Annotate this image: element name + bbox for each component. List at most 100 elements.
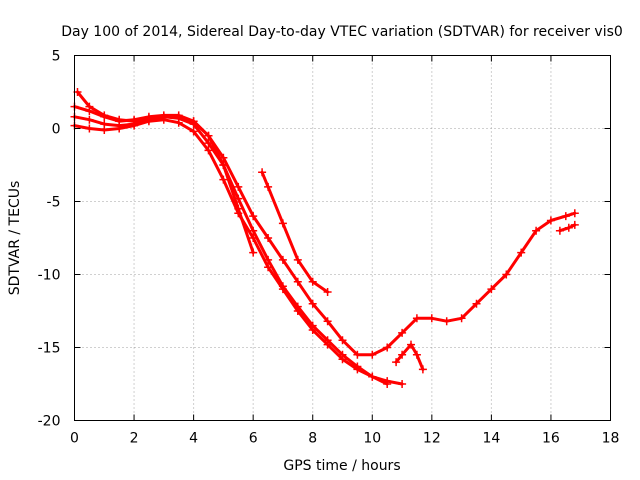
data-point — [368, 350, 377, 359]
data-point — [249, 234, 258, 242]
data-series — [70, 88, 579, 388]
data-point — [398, 380, 407, 388]
data-point — [204, 131, 213, 140]
data-point — [407, 340, 415, 349]
data-point — [249, 212, 258, 221]
data-point — [234, 182, 243, 191]
x-tick-labels: 0 2 4 6 8 10 12 14 16 18 — [70, 431, 619, 447]
x-tick-label: 6 — [249, 431, 258, 447]
x-tick-label: 2 — [130, 431, 139, 447]
series-track-5 — [258, 168, 332, 296]
data-point — [258, 168, 267, 177]
data-point — [219, 161, 228, 169]
x-tick-label: 4 — [189, 431, 198, 447]
data-point — [189, 127, 198, 136]
data-point — [412, 314, 421, 323]
data-point — [570, 220, 579, 229]
data-point — [189, 117, 198, 126]
data-point — [278, 255, 287, 264]
data-point — [427, 314, 436, 323]
y-tick-label: 0 — [52, 122, 61, 138]
data-point — [264, 263, 273, 272]
y-tick-labels: 5 0 -5 -10 -15 -20 — [38, 49, 61, 430]
data-point — [219, 175, 228, 184]
data-point — [204, 146, 213, 155]
series-line — [73, 115, 389, 386]
x-tick-label: 10 — [363, 431, 381, 447]
data-point — [234, 204, 243, 213]
data-point — [293, 255, 302, 264]
series-line — [73, 118, 404, 386]
data-point — [392, 358, 401, 367]
data-point — [398, 328, 407, 337]
chart-title: Day 100 of 2014, Sidereal Day-to-day VTE… — [61, 24, 623, 40]
data-point — [293, 307, 302, 315]
series-line — [260, 170, 330, 294]
data-point — [487, 285, 496, 294]
x-tick-label: 12 — [423, 431, 441, 447]
y-tick-label: -10 — [38, 268, 61, 284]
data-point — [368, 372, 377, 381]
data-point — [561, 212, 570, 221]
data-point — [532, 226, 541, 235]
axis-ticks — [74, 55, 611, 421]
data-point — [472, 299, 481, 308]
data-point — [517, 248, 526, 257]
data-point — [323, 340, 332, 349]
x-tick-label: 18 — [602, 431, 620, 447]
data-point — [546, 216, 555, 225]
data-point — [412, 350, 421, 359]
data-point — [115, 115, 124, 124]
x-tick-label: 14 — [482, 431, 500, 447]
data-point — [564, 223, 573, 232]
data-point — [457, 314, 466, 323]
x-tick-label: 16 — [542, 431, 560, 447]
data-point — [353, 365, 362, 374]
data-point — [249, 248, 258, 257]
data-point — [85, 115, 94, 124]
x-tick-label: 0 — [70, 431, 79, 447]
y-tick-label: -15 — [38, 341, 61, 357]
data-point — [383, 377, 392, 386]
series-track-2 — [70, 112, 392, 388]
grid-lines — [74, 55, 611, 421]
x-tick-label: 8 — [308, 431, 317, 447]
data-point — [338, 355, 347, 364]
data-point — [418, 365, 427, 374]
data-point — [338, 336, 347, 345]
data-point — [85, 102, 94, 111]
data-point — [442, 317, 451, 326]
data-point — [398, 350, 407, 359]
series-track-1 — [70, 102, 579, 359]
series-track-7 — [555, 220, 579, 235]
x-axis-label: GPS time / hours — [283, 458, 400, 474]
data-point — [353, 350, 362, 359]
series-line — [73, 105, 577, 357]
data-point — [100, 126, 109, 134]
series-track-4 — [73, 88, 258, 257]
data-point — [278, 285, 287, 294]
y-tick-label: -5 — [47, 195, 61, 211]
plot-frame — [74, 55, 611, 421]
data-point — [308, 326, 317, 334]
data-point — [159, 112, 168, 121]
series-track-6 — [392, 340, 427, 374]
data-point — [308, 277, 317, 286]
data-point — [115, 124, 124, 133]
y-axis-label: SDTVAR / TECUs — [7, 181, 23, 296]
data-point — [293, 277, 302, 286]
data-point — [264, 182, 273, 191]
data-point — [323, 288, 332, 296]
series-track-3 — [70, 115, 407, 388]
data-point — [570, 209, 579, 218]
data-point — [278, 219, 287, 228]
data-point — [264, 234, 273, 242]
data-point — [174, 112, 183, 121]
data-point — [100, 111, 109, 120]
data-point — [144, 114, 153, 123]
y-tick-label: 5 — [52, 49, 61, 65]
data-point — [130, 117, 139, 126]
series-line — [394, 343, 425, 371]
y-tick-label: -20 — [38, 414, 61, 430]
